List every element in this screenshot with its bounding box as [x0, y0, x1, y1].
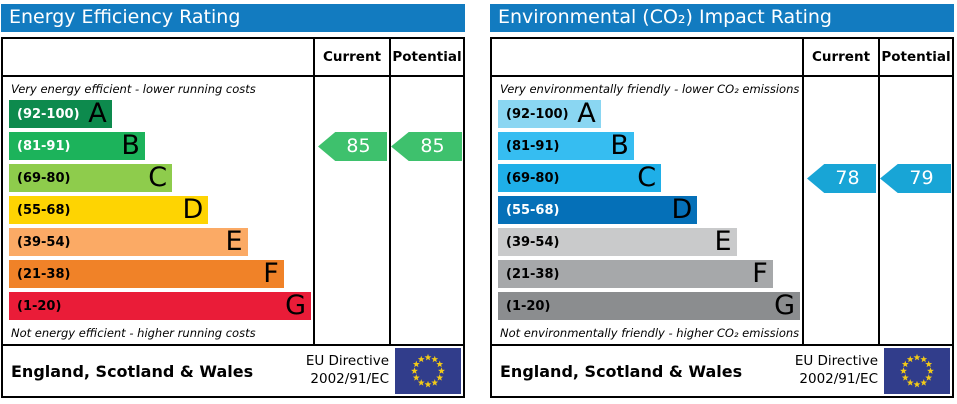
band-scale-area: Very environmentally friendly - lower CO… [492, 77, 802, 344]
current-column-header: Current [313, 39, 389, 77]
current-column-header: Current [802, 39, 878, 77]
band-letter: F [263, 258, 279, 289]
band-range-label: (55-68) [506, 202, 560, 218]
eu-directive-label: EU Directive 2002/91/EC [305, 353, 389, 387]
eu-flag-icon [395, 348, 461, 394]
band-F: (21-38) F [9, 260, 284, 288]
band-range-label: (55-68) [17, 202, 71, 218]
band-E: (39-54) E [498, 228, 737, 256]
band-range-label: (69-80) [506, 170, 560, 186]
band-list: (92-100) A (81-91) B (69-80) C (55-68) D (39-54)… [9, 100, 311, 320]
band-C: (69-80) C [9, 162, 173, 193]
band-range-label: (21-38) [17, 266, 71, 282]
band-D: (55-68) D [9, 194, 209, 225]
eu-flag-icon [884, 348, 950, 394]
band-letter: G [774, 290, 795, 321]
band-scale-area: Very energy efficient - lower running co… [3, 77, 313, 344]
band-range-label: (39-54) [506, 234, 560, 250]
energy-rating-table: Current Potential Very energy efficient … [1, 37, 465, 346]
potential-column-header: Potential [878, 39, 952, 77]
band-letter: G [285, 290, 306, 321]
band-letter: E [225, 226, 243, 257]
band-A: (92-100) A [9, 100, 112, 128]
panel-title: Environmental (CO₂) Impact Rating [490, 4, 954, 32]
band-letter: D [671, 194, 693, 225]
potential-column-header: Potential [389, 39, 463, 77]
band-letter: D [182, 194, 204, 225]
band-range-label: (92-100) [17, 106, 80, 122]
table-corner-cell [492, 39, 802, 77]
band-letter: E [714, 226, 732, 257]
band-letter: C [637, 162, 657, 193]
environmental-rating-table: Current Potential Very environmentally f… [490, 37, 954, 346]
panel-footer: England, Scotland & Wales EU Directive 2… [1, 344, 465, 398]
potential-value-column: 79 [878, 77, 952, 344]
environmental-impact-panel: Environmental (CO₂) Impact Rating Curren… [490, 4, 954, 398]
band-C: (69-80) C [498, 162, 662, 193]
band-range-label: (81-91) [506, 138, 560, 154]
potential-value-column: 85 [389, 77, 463, 344]
band-list: (92-100) A (81-91) B (69-80) C (55-68) D (39-54)… [498, 100, 800, 320]
bottom-note: Not environmentally friendly - higher CO… [500, 326, 800, 340]
region-label: England, Scotland & Wales [11, 361, 254, 381]
panel-title: Energy Efficiency Rating [1, 4, 465, 32]
panel-footer: England, Scotland & Wales EU Directive 2… [490, 344, 954, 398]
band-letter: B [610, 130, 629, 161]
band-letter: F [752, 258, 768, 289]
current-value-column: 85 [313, 77, 389, 344]
band-letter: C [148, 162, 168, 193]
top-note: Very energy efficient - lower running co… [11, 82, 256, 96]
band-range-label: (69-80) [17, 170, 71, 186]
region-label: England, Scotland & Wales [500, 361, 743, 381]
top-note: Very environmentally friendly - lower CO… [500, 82, 800, 96]
energy-efficiency-panel: Energy Efficiency Rating Current Potenti… [1, 4, 465, 398]
band-letter: B [121, 130, 140, 161]
current-rating-arrow: 78 [807, 164, 876, 193]
band-range-label: (81-91) [17, 138, 71, 154]
band-range-label: (1-20) [506, 298, 551, 314]
band-range-label: (1-20) [17, 298, 62, 314]
table-corner-cell [3, 39, 313, 77]
band-B: (81-91) B [498, 132, 634, 160]
current-rating-arrow: 85 [318, 132, 387, 161]
band-range-label: (39-54) [17, 234, 71, 250]
current-value-column: 78 [802, 77, 878, 344]
eu-directive-label: EU Directive 2002/91/EC [794, 353, 878, 387]
band-G: (1-20) G [498, 292, 800, 320]
band-letter: A [88, 98, 107, 129]
band-letter: A [577, 98, 596, 129]
band-range-label: (21-38) [506, 266, 560, 282]
bottom-note: Not energy efficient - higher running co… [11, 326, 256, 340]
band-D: (55-68) D [498, 194, 698, 225]
band-A: (92-100) A [498, 100, 601, 128]
band-B: (81-91) B [9, 132, 145, 160]
band-range-label: (92-100) [506, 106, 569, 122]
band-G: (1-20) G [9, 292, 311, 320]
potential-rating-arrow: 79 [880, 164, 951, 193]
band-F: (21-38) F [498, 260, 773, 288]
potential-rating-arrow: 85 [391, 132, 462, 161]
band-E: (39-54) E [9, 228, 248, 256]
